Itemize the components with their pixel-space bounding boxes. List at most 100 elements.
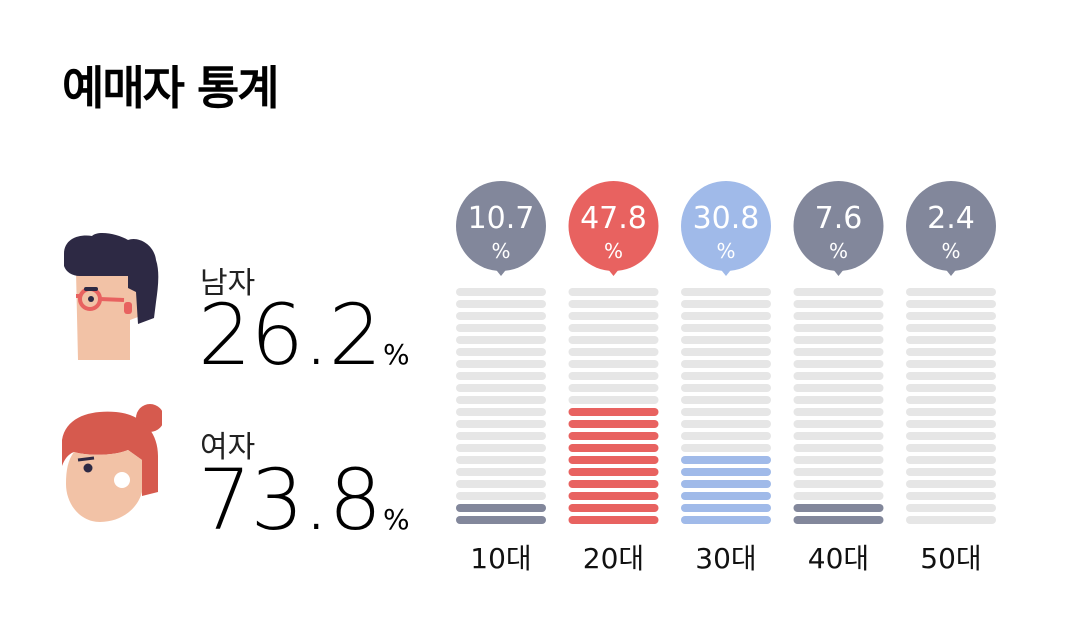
- bar-segment-empty: [456, 480, 546, 488]
- bar-segment-filled: [568, 480, 659, 488]
- bar-segment-empty: [906, 312, 996, 320]
- value-bubble: 2.4%: [906, 181, 996, 276]
- bar-segment-empty: [793, 372, 884, 380]
- data-label: 7.6: [815, 201, 863, 236]
- bar-segment-empty: [681, 336, 771, 344]
- bar-segment-empty: [568, 372, 659, 380]
- bar-segment-empty: [681, 348, 771, 356]
- bar-segment-empty: [681, 384, 771, 392]
- bar-segment-empty: [906, 300, 996, 308]
- bar-segment-filled: [456, 504, 546, 512]
- male-percent-unit: %: [383, 338, 410, 371]
- bubble-pointer: [493, 266, 509, 276]
- bar-segment-empty: [793, 336, 884, 344]
- bar-segment-empty: [906, 444, 996, 452]
- data-label: 47.8: [580, 201, 647, 236]
- bar-segment-empty: [568, 360, 659, 368]
- bar-segment-empty: [456, 288, 546, 296]
- bar-segment-empty: [906, 384, 996, 392]
- bar-segment-empty: [793, 312, 884, 320]
- bar-segment-empty: [456, 384, 546, 392]
- value-bubble: 47.8%: [568, 181, 659, 276]
- bar-segment-empty: [456, 444, 546, 452]
- bar-segment-filled: [456, 516, 546, 524]
- male-value: 26.2%: [198, 290, 410, 380]
- age-column-0: 10.7% 10대: [456, 181, 546, 575]
- bar-segment-empty: [793, 456, 884, 464]
- bar-segment-empty: [568, 312, 659, 320]
- bar-segment-empty: [906, 480, 996, 488]
- bar-segment-empty: [456, 336, 546, 344]
- bar-segment-empty: [456, 348, 546, 356]
- bar-segment-empty: [568, 384, 659, 392]
- woman-avatar-icon: [62, 404, 162, 522]
- value-bubble: 10.7%: [456, 181, 546, 276]
- bar-segment-empty: [793, 480, 884, 488]
- bubble-circle: [568, 181, 659, 271]
- bar-segment-empty: [906, 468, 996, 476]
- bar-segment-empty: [681, 288, 771, 296]
- male-label: 남자: [200, 266, 256, 301]
- bar-segment-empty: [456, 432, 546, 440]
- bar-segment-empty: [906, 420, 996, 428]
- man-avatar-icon: [64, 233, 159, 360]
- bar-segment-empty: [681, 324, 771, 332]
- bar-segment-empty: [906, 408, 996, 416]
- bar-segment-empty: [681, 312, 771, 320]
- bar-segment-empty: [906, 288, 996, 296]
- bar-segment-filled: [681, 480, 771, 488]
- data-label: 10.7: [468, 201, 535, 236]
- data-label-unit: %: [829, 239, 848, 263]
- category-label: 10대: [470, 542, 531, 575]
- bar-segment-empty: [793, 360, 884, 368]
- bar-segment-empty: [681, 360, 771, 368]
- age-column-2: 30.8% 30대: [681, 181, 771, 575]
- bar-segment-filled: [681, 504, 771, 512]
- bar-segment-empty: [681, 396, 771, 404]
- male-stat: 남자 26.2%: [58, 232, 418, 380]
- bar-segment-empty: [793, 420, 884, 428]
- age-column-3: 7.6% 40대: [793, 181, 884, 575]
- bar-segment-empty: [456, 324, 546, 332]
- bar-segment-empty: [681, 420, 771, 428]
- female-stat: 여자 73.8%: [58, 400, 418, 545]
- bar-segment-empty: [906, 336, 996, 344]
- category-label: 20대: [583, 542, 644, 575]
- bar-segment-filled: [681, 468, 771, 476]
- value-bubble: 7.6%: [793, 181, 884, 276]
- bar-segment-empty: [456, 372, 546, 380]
- bar-segment-filled: [568, 504, 659, 512]
- bar-segment-empty: [681, 372, 771, 380]
- female-percent-unit: %: [383, 503, 410, 536]
- bar-segment-filled: [681, 492, 771, 500]
- age-column-1: 47.8% 20대: [568, 181, 659, 575]
- bar-segment-filled: [568, 408, 659, 416]
- bubble-pointer: [718, 266, 734, 276]
- bar-segment-empty: [456, 468, 546, 476]
- bar-segment-empty: [793, 432, 884, 440]
- bar-segment-empty: [906, 456, 996, 464]
- bar-segment-empty: [456, 408, 546, 416]
- data-label: 30.8: [693, 201, 760, 236]
- bar-segment-empty: [793, 324, 884, 332]
- bar-segment-empty: [456, 312, 546, 320]
- bar-segment-empty: [456, 456, 546, 464]
- bar-segment-empty: [793, 408, 884, 416]
- bar-segment-filled: [568, 492, 659, 500]
- data-label-unit: %: [716, 239, 735, 263]
- bar-segment-filled: [568, 456, 659, 464]
- female-percent: 73.8: [198, 451, 382, 549]
- category-label: 50대: [920, 542, 981, 575]
- bubble-circle: [906, 181, 996, 271]
- bar-segment-empty: [456, 492, 546, 500]
- category-label: 30대: [695, 542, 756, 575]
- bar-segment-empty: [906, 492, 996, 500]
- data-label-unit: %: [491, 239, 510, 263]
- bar-segment-empty: [793, 396, 884, 404]
- bar-segment-filled: [568, 432, 659, 440]
- bar-segment-empty: [456, 420, 546, 428]
- bar-segment-empty: [906, 324, 996, 332]
- bar-segment-filled: [568, 468, 659, 476]
- bar-segment-empty: [681, 300, 771, 308]
- bar-segment-empty: [906, 432, 996, 440]
